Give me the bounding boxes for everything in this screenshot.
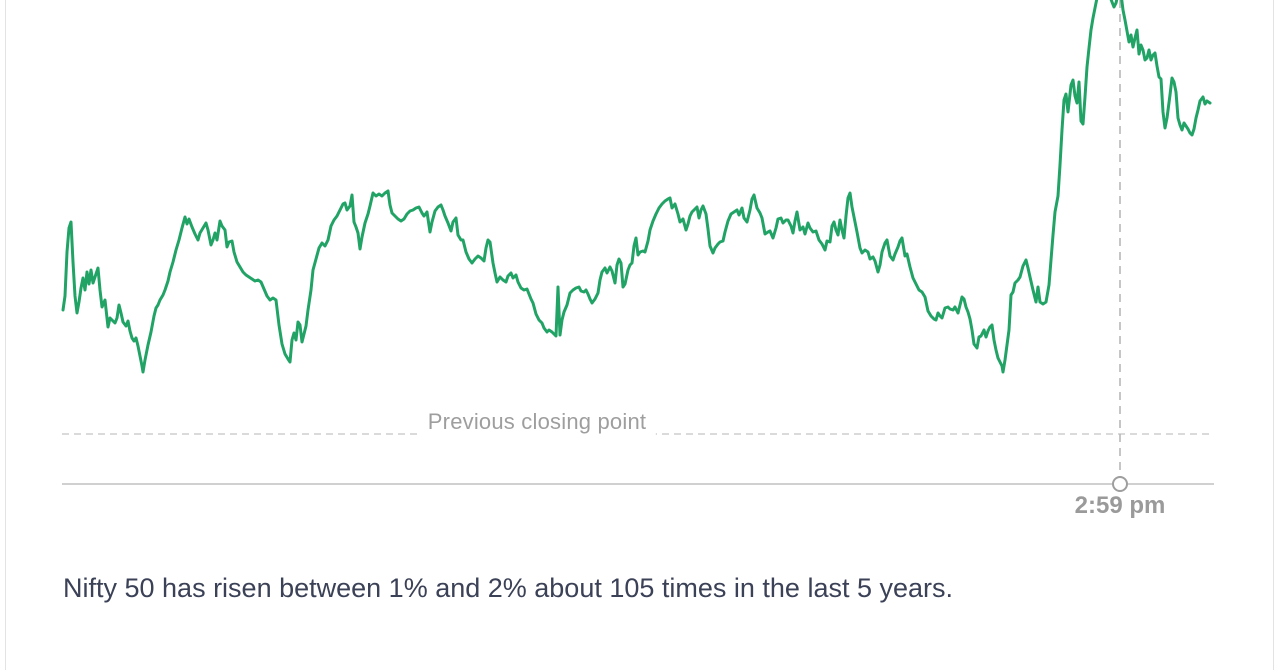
previous-close-label: Previous closing point [417,409,657,435]
chart-canvas [61,0,1214,492]
page-left-border [5,0,6,670]
page-right-border [1273,0,1274,670]
time-marker-dot [1112,476,1128,492]
chart-caption: Nifty 50 has risen between 1% and 2% abo… [63,573,954,603]
price-line [61,0,1212,374]
time-marker-label: 2:59 pm [1074,492,1166,519]
nifty-intraday-chart: Previous closing point 2:59 pm [61,0,1214,519]
